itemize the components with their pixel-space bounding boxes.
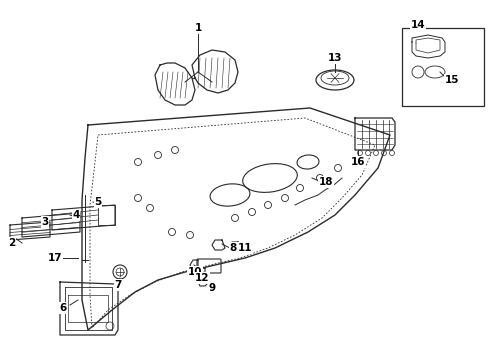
Text: 9: 9: [208, 283, 215, 293]
Text: 5: 5: [94, 197, 102, 207]
Text: 18: 18: [318, 177, 332, 187]
Text: 6: 6: [59, 303, 66, 313]
Text: 17: 17: [48, 253, 62, 263]
Text: 15: 15: [444, 75, 458, 85]
Text: 1: 1: [194, 23, 201, 33]
Text: 12: 12: [194, 273, 209, 283]
Text: 3: 3: [41, 217, 48, 227]
Text: 4: 4: [72, 210, 80, 220]
Text: 11: 11: [237, 243, 252, 253]
Text: 10: 10: [187, 267, 202, 277]
Text: 2: 2: [8, 238, 16, 248]
Text: 8: 8: [229, 243, 236, 253]
Text: 14: 14: [410, 20, 425, 30]
Text: 16: 16: [350, 157, 365, 167]
Text: 7: 7: [114, 280, 122, 290]
Text: 13: 13: [327, 53, 342, 63]
Bar: [401, 28, 483, 106]
